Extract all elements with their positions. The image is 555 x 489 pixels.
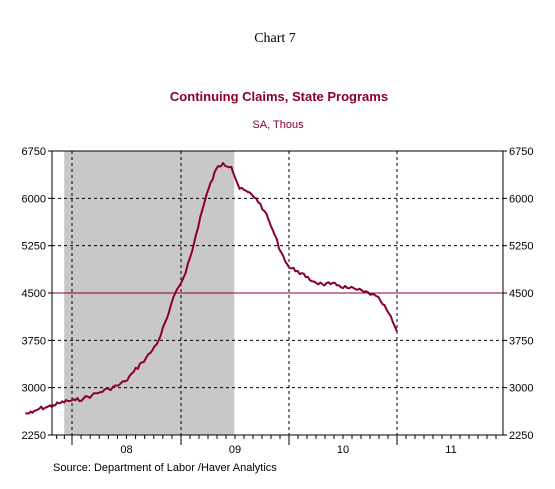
source-note: Source: Department of Labor /Haver Analy… [53,462,277,474]
y-tick-label-right: 6750 [509,146,533,158]
grid-lines [52,151,503,435]
y-tick-label-left: 6000 [22,193,46,205]
chart-subtitle: SA, Thous [252,119,304,131]
x-tick-label: 08 [120,444,132,456]
chart-title: Continuing Claims, State Programs [170,89,388,104]
x-tick-label: 10 [337,444,349,456]
y-tick-label-right: 2250 [509,430,533,442]
y-tick-label-left: 5250 [22,241,46,253]
y-tick-label-right: 3000 [509,383,533,395]
y-tick-label-left: 4500 [22,288,46,300]
y-tick-label-left: 3000 [22,383,46,395]
y-tick-label-left: 2250 [22,430,46,442]
y-tick-label-right: 3750 [509,335,533,347]
y-tick-label-right: 6000 [509,193,533,205]
y-tick-label-right: 5250 [509,241,533,253]
y-tick-label-left: 6750 [22,146,46,158]
series-lines [25,162,398,415]
series-line-continuing-claims [25,162,398,415]
x-axis-ticks: 08 09 10 11 [56,435,497,456]
y-tick-label-left: 3750 [22,335,46,347]
x-tick-label: 09 [229,444,241,456]
y-axis-ticks: 2250 2250 3000 3000 3750 3750 4500 4500 5250 5250… [22,146,534,442]
chart-number: Chart 7 [254,31,296,46]
y-tick-label-right: 4500 [509,288,533,300]
x-tick-label: 11 [445,444,456,456]
